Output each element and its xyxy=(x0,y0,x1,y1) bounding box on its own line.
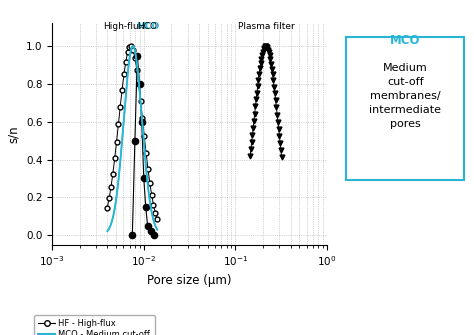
Text: Plasma filter: Plasma filter xyxy=(238,22,295,31)
Text: MCO: MCO xyxy=(136,22,159,31)
X-axis label: Pore size (μm): Pore size (μm) xyxy=(147,274,232,287)
Text: High-flux: High-flux xyxy=(103,22,144,31)
Text: Medium
cut-off
membranes/
intermediate
pores: Medium cut-off membranes/ intermediate p… xyxy=(369,63,441,129)
Text: MCO: MCO xyxy=(390,34,420,47)
FancyBboxPatch shape xyxy=(346,37,464,180)
Text: HCO: HCO xyxy=(137,22,157,31)
Legend: HF - High-flux, MCO - Medium cut-off, HCO - High cut-off, Plasma filter: HF - High-flux, MCO - Medium cut-off, HC… xyxy=(34,315,155,335)
Y-axis label: s/n: s/n xyxy=(8,125,20,143)
